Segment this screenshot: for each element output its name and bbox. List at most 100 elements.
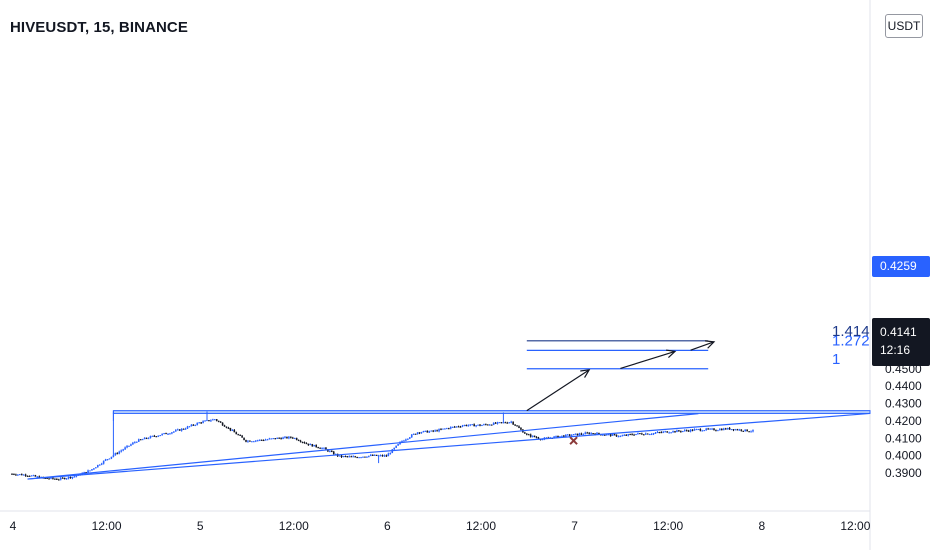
candle-body — [652, 433, 655, 435]
candle-body — [473, 424, 475, 427]
candle-body — [699, 429, 702, 431]
candle-body — [50, 477, 52, 479]
candle-body — [744, 429, 746, 432]
candle-body — [173, 431, 175, 433]
candle-body — [116, 453, 119, 455]
candle-body — [137, 439, 140, 442]
y-tick-label: 0.3900 — [885, 466, 922, 480]
y-tick-label: 0.4300 — [885, 397, 922, 411]
candle-body — [153, 435, 156, 437]
candle-body — [126, 445, 128, 448]
candle-body — [93, 468, 95, 470]
candle-body — [459, 426, 462, 428]
y-tick-label: 0.4100 — [885, 431, 922, 445]
candle-body — [22, 474, 25, 476]
candle-body — [104, 459, 107, 461]
candle-body — [75, 475, 78, 477]
candle-body — [260, 439, 263, 441]
candle-body — [284, 436, 286, 438]
candle-body — [683, 430, 686, 432]
candle-body — [508, 422, 511, 424]
candle-body — [217, 420, 220, 422]
candle-body — [691, 429, 694, 431]
candle-body — [633, 434, 635, 436]
candle-body — [455, 426, 458, 428]
arrow-head — [580, 369, 591, 378]
candle-body — [268, 438, 271, 440]
candle-body — [102, 460, 105, 464]
candle-body — [500, 422, 503, 424]
candle-body — [410, 434, 413, 438]
candle-body — [13, 473, 15, 475]
candle-body — [149, 436, 152, 439]
candle-body — [141, 439, 144, 441]
candle-body — [385, 455, 388, 457]
candle-body — [202, 421, 204, 423]
candle-body — [368, 455, 370, 457]
unit-label[interactable]: USDT — [885, 14, 923, 38]
candle-body — [676, 430, 678, 433]
candle-body — [106, 459, 109, 461]
candle-body — [301, 441, 304, 443]
candle-body — [498, 422, 501, 424]
y-tick-label: 0.4400 — [885, 379, 922, 393]
candle-body — [15, 474, 17, 476]
candle-body — [34, 475, 37, 477]
candle-body — [609, 434, 612, 436]
candle-body — [321, 448, 323, 450]
candle-body — [28, 475, 31, 477]
candle-body — [689, 429, 692, 432]
candle-body — [492, 422, 495, 425]
candle-body — [529, 434, 532, 437]
candle-body — [274, 438, 277, 440]
candle-body — [221, 422, 224, 426]
candle-body — [32, 475, 35, 477]
candle-body — [319, 447, 321, 449]
candle-body — [465, 424, 468, 426]
candle-body — [719, 429, 721, 431]
candle-body — [48, 478, 50, 480]
candle-body — [674, 431, 676, 433]
trendlines-layer — [27, 412, 871, 480]
candle-body — [596, 432, 598, 435]
last-price: 0.4141 — [880, 325, 917, 339]
candle-body — [678, 430, 680, 432]
candle-body — [311, 444, 314, 447]
candle-body — [364, 456, 366, 458]
candle-body — [395, 445, 397, 448]
candle-body — [356, 457, 358, 459]
x-marker — [569, 436, 578, 445]
candle-body — [354, 456, 356, 458]
candle-body — [215, 419, 218, 421]
candle-body — [518, 426, 520, 428]
trendline — [27, 412, 699, 480]
candle-body — [167, 433, 169, 435]
candle-body — [340, 455, 343, 457]
candle-body — [307, 443, 310, 446]
fib-label: 1.414 — [832, 323, 870, 340]
candle-body — [524, 432, 526, 434]
candle-body — [204, 420, 206, 422]
candle-body — [475, 425, 477, 427]
candle-body — [241, 435, 243, 438]
candle-body — [646, 433, 649, 435]
candle-body — [280, 438, 282, 440]
candle-body — [52, 477, 54, 479]
candle-body — [617, 436, 620, 438]
candle-body — [332, 451, 335, 455]
candle-body — [424, 430, 427, 432]
candle-body — [506, 422, 509, 424]
candle-body — [568, 434, 571, 436]
candle-body — [85, 471, 87, 473]
candle-body — [555, 435, 557, 437]
candle-body — [30, 475, 33, 477]
candle-body — [344, 456, 347, 458]
candle-body — [750, 431, 752, 433]
candle-body — [448, 428, 450, 430]
candle-body — [748, 431, 750, 433]
candle-body — [186, 426, 189, 429]
candle-body — [20, 474, 23, 476]
candle-body — [303, 442, 306, 444]
